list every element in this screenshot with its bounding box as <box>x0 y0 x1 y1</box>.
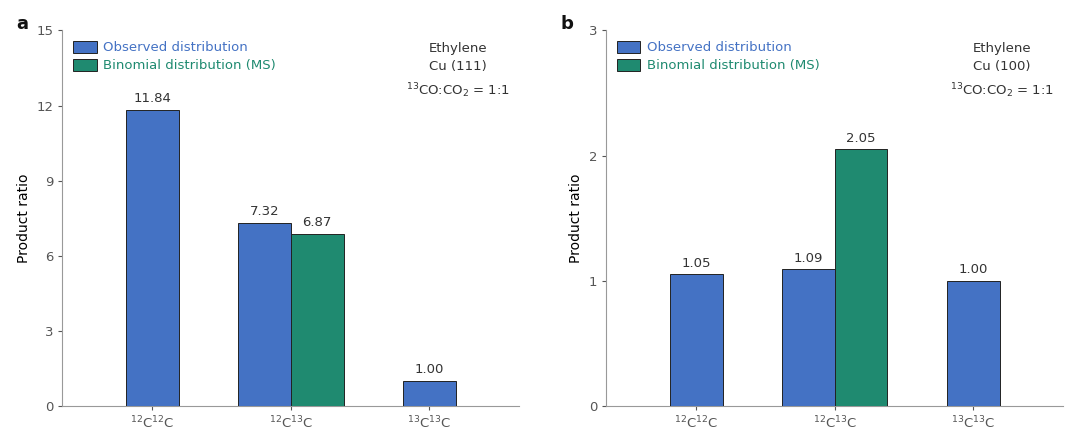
Text: 1.00: 1.00 <box>959 263 988 276</box>
Text: 1.00: 1.00 <box>415 363 444 376</box>
Text: Ethylene
Cu (111)
$^{13}$CO:CO$_2$ = 1:1: Ethylene Cu (111) $^{13}$CO:CO$_2$ = 1:1 <box>406 42 511 99</box>
Text: a: a <box>16 15 28 34</box>
Text: 2.05: 2.05 <box>847 132 876 145</box>
Text: 11.84: 11.84 <box>133 92 172 105</box>
Bar <box>126 109 178 406</box>
Bar <box>670 274 723 406</box>
Bar <box>835 149 888 406</box>
Text: Ethylene
Cu (100)
$^{13}$CO:CO$_2$ = 1:1: Ethylene Cu (100) $^{13}$CO:CO$_2$ = 1:1 <box>950 42 1054 99</box>
Text: 1.05: 1.05 <box>681 257 711 270</box>
Bar <box>239 223 291 406</box>
Y-axis label: Product ratio: Product ratio <box>16 173 30 263</box>
Legend: Observed distribution, Binomial distribution (MS): Observed distribution, Binomial distribu… <box>612 37 824 77</box>
Y-axis label: Product ratio: Product ratio <box>569 173 583 263</box>
Text: 6.87: 6.87 <box>302 216 332 229</box>
Bar <box>947 280 1000 406</box>
Bar <box>782 269 835 406</box>
Bar <box>403 381 456 406</box>
Text: 7.32: 7.32 <box>249 205 280 218</box>
Legend: Observed distribution, Binomial distribution (MS): Observed distribution, Binomial distribu… <box>69 37 280 77</box>
Text: b: b <box>561 15 573 34</box>
Text: 1.09: 1.09 <box>794 252 823 265</box>
Bar <box>291 234 343 406</box>
